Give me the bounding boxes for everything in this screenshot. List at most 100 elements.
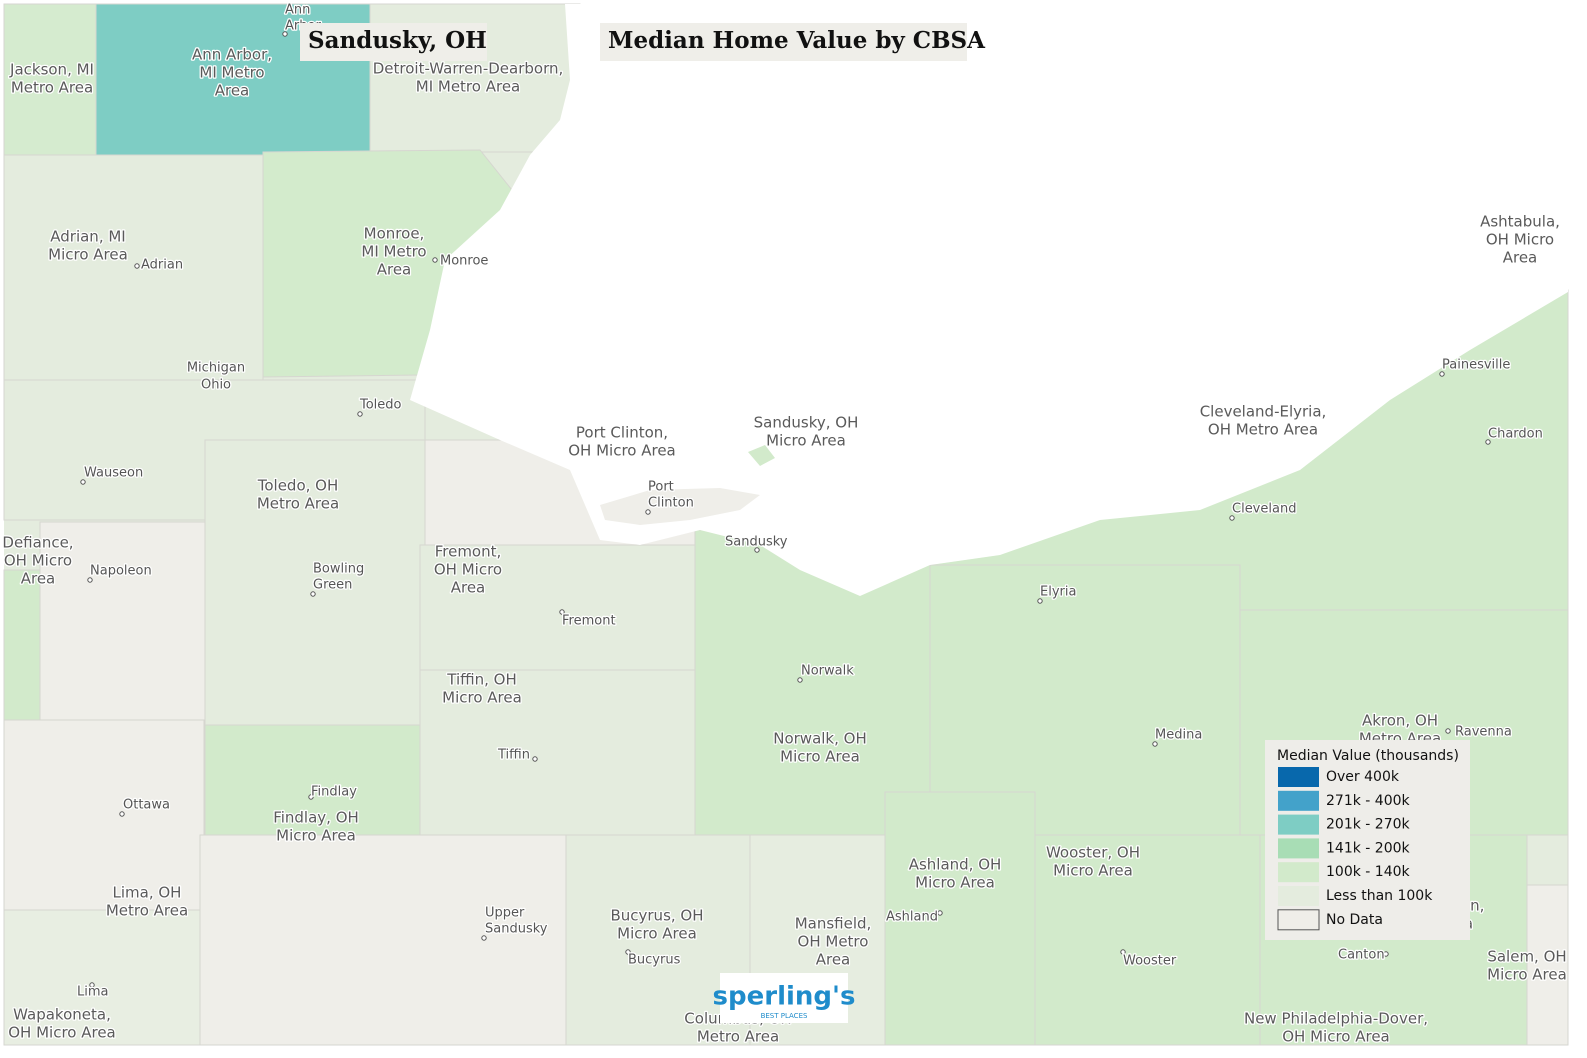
region	[1034, 834, 1261, 1046]
city-marker	[797, 677, 803, 683]
city-label: Green	[313, 578, 352, 593]
region-label: Salem, OH	[1487, 948, 1566, 966]
region	[929, 564, 1241, 836]
region-label: Defiance,	[2, 534, 73, 552]
region-label: MI Metro Area	[416, 78, 521, 96]
region	[39, 521, 206, 721]
city-label: Ashland	[886, 910, 938, 925]
city-marker	[1445, 728, 1451, 734]
region-label: OH Micro Area	[8, 1024, 116, 1042]
city-marker	[87, 577, 93, 583]
map-title: Median Home Value by CBSA	[608, 27, 986, 54]
city-label: Bowling	[313, 562, 364, 577]
region-label: Micro Area	[915, 874, 995, 892]
region-label: Detroit-Warren-Dearborn,	[373, 60, 564, 78]
peninsula	[600, 488, 760, 525]
city-marker	[134, 263, 140, 269]
legend-swatch	[1277, 909, 1320, 931]
legend-swatch	[1278, 862, 1319, 883]
legend-label: 100k - 140k	[1326, 864, 1411, 880]
city-marker	[937, 910, 943, 916]
region-label: Monroe,	[364, 225, 425, 243]
region-label: Area	[816, 951, 851, 969]
region	[3, 569, 41, 721]
city-marker	[357, 411, 363, 417]
region-label: Area	[215, 82, 250, 100]
region-label: MI Metro	[199, 64, 264, 82]
region	[1526, 834, 1569, 886]
region-label: Fremont,	[435, 543, 502, 561]
title-box	[600, 23, 967, 61]
region-label: Micro Area	[48, 246, 128, 264]
region-label: MI Metro	[361, 243, 426, 261]
city-label: Bucyrus	[628, 953, 681, 968]
region-label: Ashland, OH	[909, 856, 1002, 874]
city-marker	[1229, 515, 1235, 521]
city-marker	[1439, 371, 1445, 377]
region-label: Norwalk, OH	[773, 730, 867, 748]
city-marker	[754, 547, 760, 553]
city-marker	[80, 479, 86, 485]
city-label: Tiffin	[497, 748, 530, 763]
city-label: Wooster	[1123, 954, 1177, 969]
city-label: Fremont	[562, 614, 616, 629]
region-label: OH Metro	[798, 933, 869, 951]
region	[1526, 884, 1569, 1046]
region-label: Area	[377, 261, 412, 279]
region-label: Wooster, OH	[1046, 844, 1140, 862]
city-label: Sandusky	[725, 535, 788, 550]
legend-label: 271k - 400k	[1326, 793, 1411, 809]
city-label: Findlay	[311, 785, 357, 800]
region-label: Wapakoneta,	[13, 1006, 111, 1024]
city-label: Clinton	[648, 496, 694, 511]
region	[199, 834, 567, 1046]
city-marker	[1037, 598, 1043, 604]
city-label: Monroe	[440, 254, 488, 269]
region-label: New Philadelphia-Dover,	[1244, 1010, 1428, 1028]
legend-swatch	[1278, 886, 1319, 906]
city-marker	[481, 935, 487, 941]
region-label: Ashtabula,	[1480, 213, 1560, 231]
legend: Median Value (thousands) Over 400k 271k -…	[1265, 740, 1470, 940]
region-label: Akron, OH	[1362, 712, 1438, 730]
map-regions	[3, 3, 1569, 1046]
lake-erie	[410, 4, 1568, 596]
legend-label: 201k - 270k	[1326, 817, 1411, 833]
logo-tagline: BEST PLACES	[761, 1012, 808, 1020]
region-label: Area	[21, 570, 56, 588]
region	[3, 3, 97, 156]
city-marker	[1120, 949, 1126, 955]
legend-label: No Data	[1326, 912, 1383, 928]
city-label: Norwalk	[801, 664, 854, 679]
region-label: Sandusky, OH	[754, 414, 859, 432]
region-label: Metro Area	[11, 79, 93, 97]
region	[419, 544, 696, 671]
region-label: Metro Area	[106, 902, 188, 920]
legend-swatch	[1278, 814, 1319, 835]
region-label: Port Clinton,	[576, 424, 668, 442]
region	[419, 669, 701, 836]
city-marker	[532, 756, 538, 762]
region-label: OH Micro	[434, 561, 502, 579]
city-label: Toledo	[359, 398, 402, 413]
region-label: Micro Area	[766, 432, 846, 450]
location-title: Sandusky, OH	[308, 27, 487, 54]
region-label: OH Micro	[1486, 231, 1554, 249]
city-marker	[119, 811, 125, 817]
region-label: Area	[451, 579, 486, 597]
legend-swatch	[1278, 838, 1319, 859]
legend-title: Median Value (thousands)	[1277, 748, 1459, 764]
region	[3, 719, 205, 911]
city-marker	[282, 31, 288, 37]
region-label: Toledo, OH	[257, 477, 339, 495]
island	[748, 445, 775, 466]
region	[565, 834, 751, 1046]
region-label: Mansfield,	[795, 915, 872, 933]
city-label: Painesville	[1442, 358, 1510, 373]
region-label: Lima, OH	[113, 884, 182, 902]
region-label: Micro Area	[780, 748, 860, 766]
city-label: Upper	[485, 906, 525, 921]
legend-swatch	[1278, 767, 1319, 787]
region-label: Micro Area	[617, 925, 697, 943]
